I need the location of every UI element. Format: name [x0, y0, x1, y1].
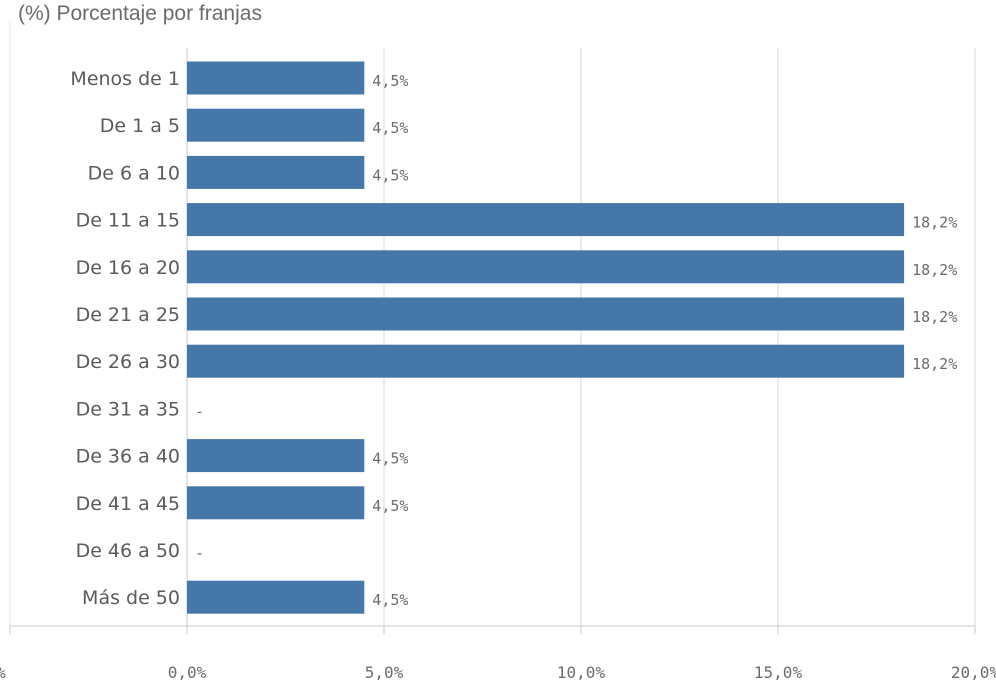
bar[interactable] — [187, 108, 365, 142]
category-label: De 31 a 35 — [76, 398, 180, 420]
bar[interactable] — [187, 439, 365, 473]
category-label: De 16 a 20 — [76, 257, 180, 279]
bar[interactable] — [187, 155, 365, 189]
bar[interactable] — [187, 344, 905, 378]
bar[interactable] — [187, 61, 365, 95]
category-label: Más de 50 — [82, 587, 180, 609]
x-tick-label: 20,0% — [951, 663, 996, 682]
category-label: De 46 a 50 — [76, 540, 180, 562]
data-label: - — [195, 402, 204, 420]
category-label: De 6 a 10 — [88, 162, 180, 184]
category-label: De 1 a 5 — [100, 115, 180, 137]
x-tick-label: 10,0% — [557, 663, 606, 682]
category-label: De 41 a 45 — [76, 493, 180, 515]
chart-title: (%) Porcentaje por franjas — [18, 2, 262, 25]
data-label: 4,5% — [372, 72, 408, 90]
data-label: 4,5% — [372, 591, 408, 609]
data-label: 18,2% — [912, 214, 957, 232]
category-label: De 26 a 30 — [76, 351, 180, 373]
category-label: Menos de 1 — [70, 68, 180, 90]
data-label: 4,5% — [372, 497, 408, 515]
category-label: De 11 a 15 — [76, 210, 180, 232]
x-tick-label-cut: % — [0, 663, 6, 682]
bar[interactable] — [187, 486, 365, 520]
data-label: 4,5% — [372, 166, 408, 184]
data-label: 18,2% — [912, 261, 957, 279]
bar[interactable] — [187, 203, 905, 237]
data-label: 4,5% — [372, 450, 408, 468]
data-label: 18,2% — [912, 308, 957, 326]
data-label: 4,5% — [372, 119, 408, 137]
data-label: 18,2% — [912, 355, 957, 373]
bar[interactable] — [187, 250, 905, 284]
x-tick-label: 15,0% — [754, 663, 803, 682]
category-label: De 36 a 40 — [76, 446, 180, 468]
x-tick-label: 0,0% — [168, 663, 207, 682]
bar[interactable] — [187, 580, 365, 614]
bar[interactable] — [187, 297, 905, 331]
data-label: - — [195, 544, 204, 562]
x-tick-label: 5,0% — [365, 663, 404, 682]
category-label: De 21 a 25 — [76, 304, 180, 326]
